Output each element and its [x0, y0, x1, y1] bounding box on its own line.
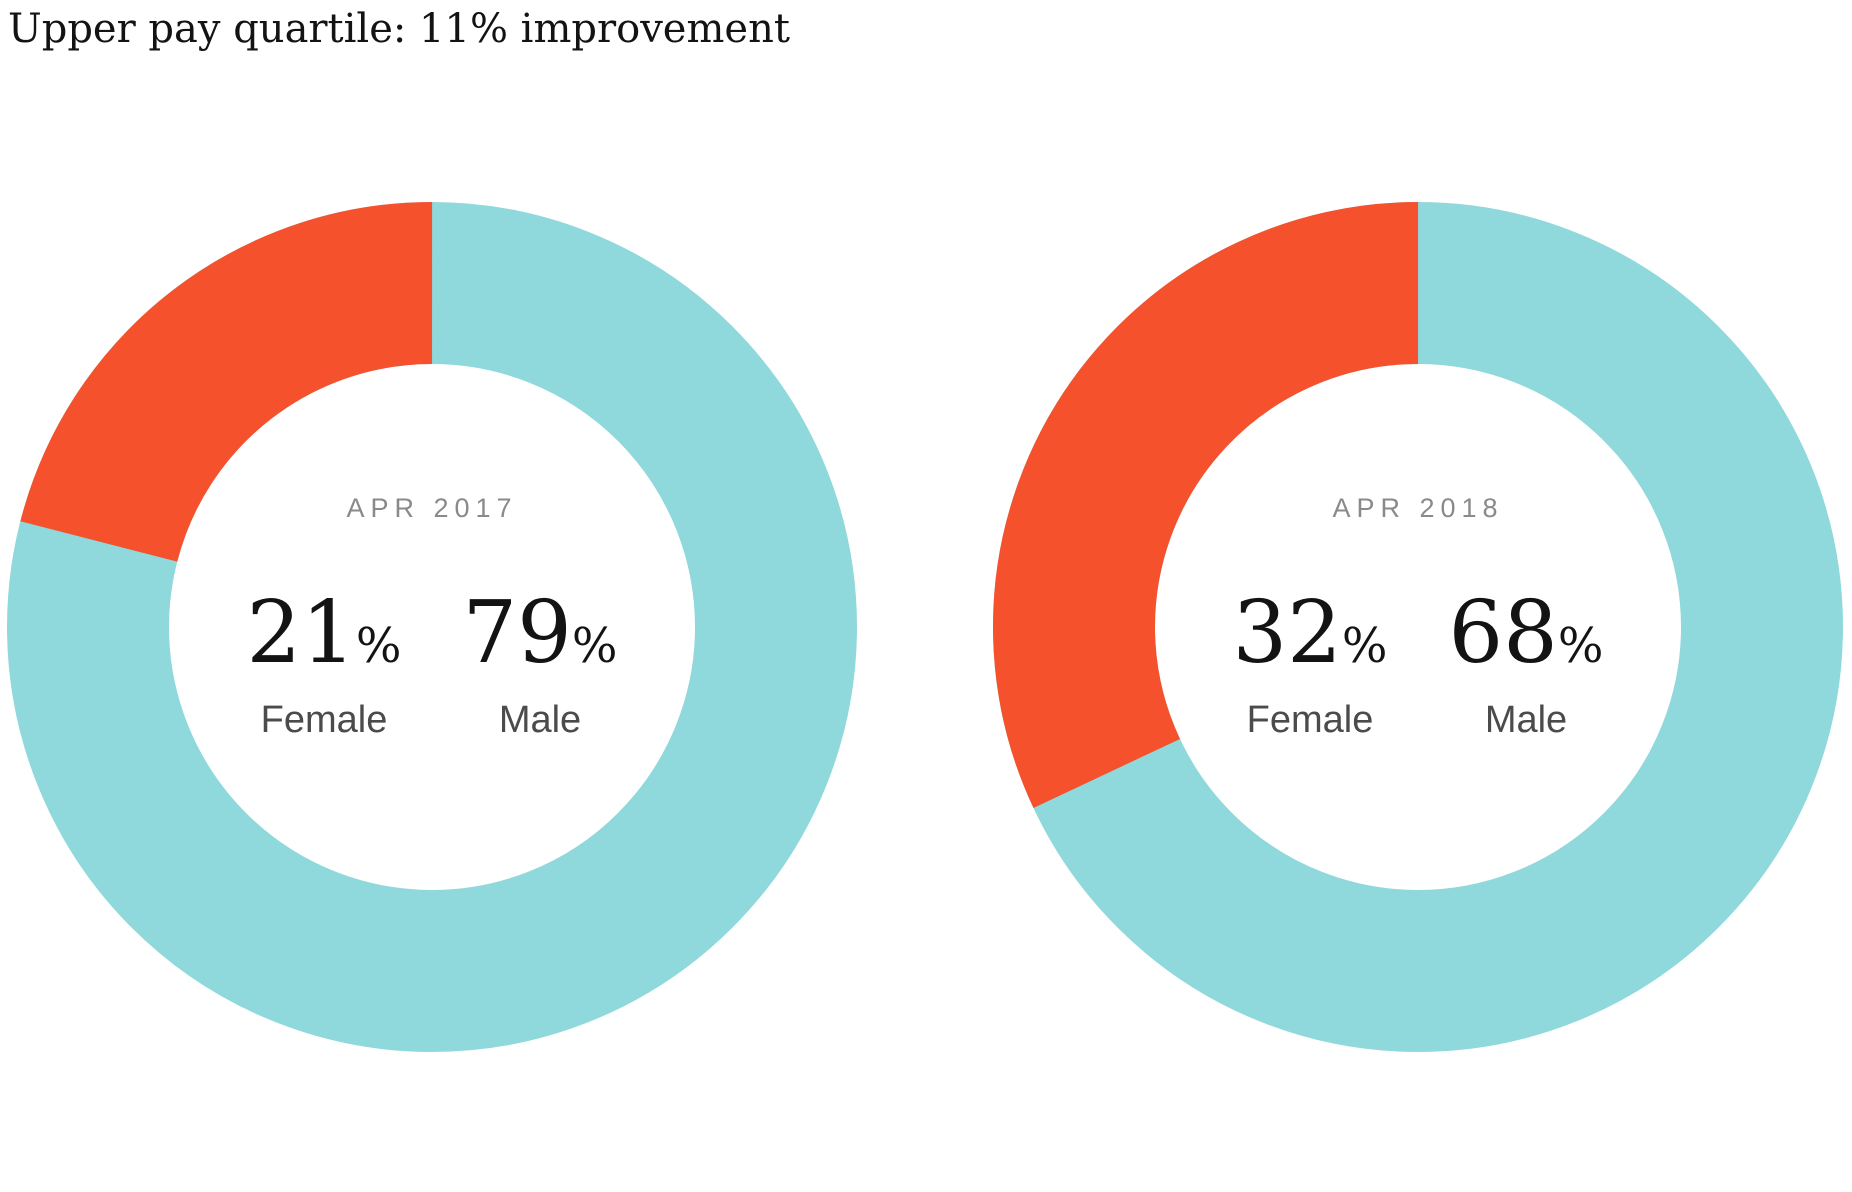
donut-ring-apr-2017 — [7, 202, 857, 1052]
donut-chart-apr-2018: APR 2018 32% Female 68% Male — [993, 202, 1843, 1052]
donut-chart-apr-2017: APR 2017 21% Female 79% Male — [7, 202, 857, 1052]
donut-ring-apr-2018 — [993, 202, 1843, 1052]
page-title: Upper pay quartile: 11% improvement — [8, 6, 790, 52]
